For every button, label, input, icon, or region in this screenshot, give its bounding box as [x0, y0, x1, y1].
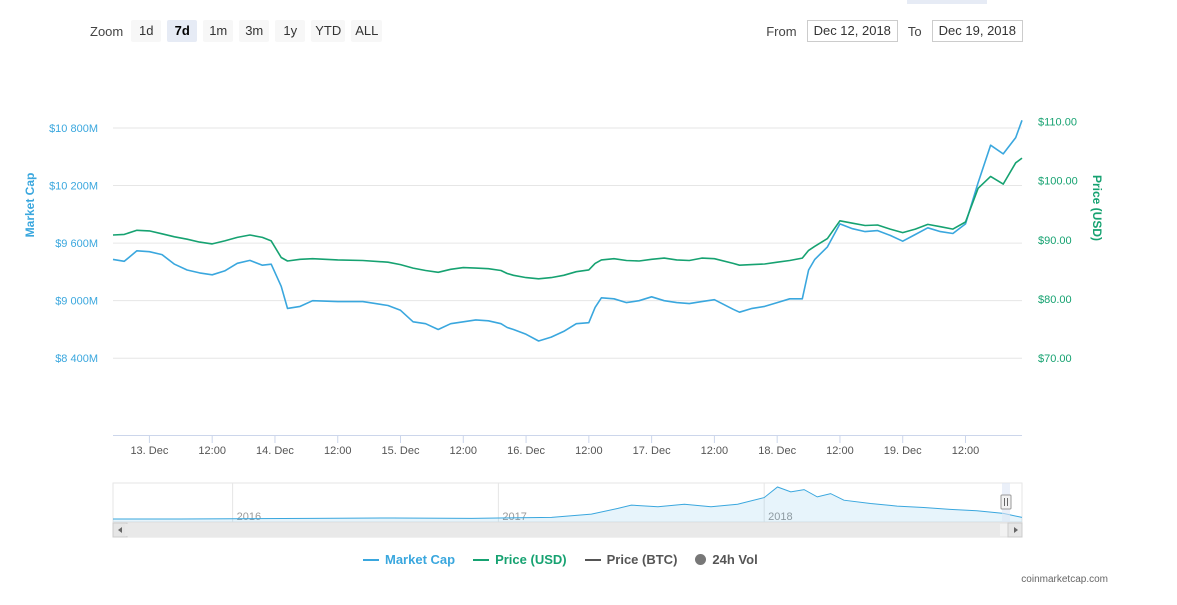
y-left-tick-label: $10 800M [49, 123, 98, 135]
x-tick-label: 19. Dec [884, 445, 922, 457]
chart-legend: Market Cap Price (USD) Price (BTC) 24h V… [363, 552, 758, 567]
legend-label-price-btc: Price (BTC) [606, 552, 678, 567]
date-range: From Dec 12, 2018 To Dec 19, 2018 [766, 20, 1023, 42]
top-tab-stub [907, 0, 987, 4]
y-right-axis-title: Price (USD) [1090, 175, 1104, 241]
x-tick-label: 12:00 [701, 445, 729, 457]
legend-swatch-price-btc [584, 558, 601, 561]
to-date-input[interactable]: Dec 19, 2018 [931, 20, 1023, 42]
legend-swatch-price-usd [473, 558, 490, 561]
y-right-tick-label: $100.00 [1038, 176, 1078, 188]
legend-label-market-cap: Market Cap [385, 552, 456, 567]
navigator-series-line [113, 486, 1023, 520]
series-line-price-usd [112, 157, 1023, 280]
x-tick-label: 12:00 [952, 445, 980, 457]
navigator-year-label: 2016 [237, 511, 261, 523]
y-left-axis-title: Market Cap [23, 173, 37, 238]
zoom-label: Zoom [90, 23, 124, 39]
legend-item-price-usd[interactable]: Price (USD) [473, 552, 567, 567]
price-chart: $8 400M $9 000M $9 600M $10 200M $10 800M $70… [23, 116, 1104, 538]
navigator-frame [112, 482, 1023, 523]
series-line-market-cap [112, 120, 1023, 342]
x-tick-label: 12:00 [575, 445, 603, 457]
y-left-tick-label: $9 000M [55, 296, 98, 308]
x-tick-label: 12:00 [450, 445, 478, 457]
from-date-input[interactable]: Dec 12, 2018 [806, 20, 898, 42]
navigator-year-label: 2018 [768, 511, 792, 523]
zoom-button-7d[interactable]: 7d [167, 20, 198, 42]
zoom-button-1d[interactable]: 1d [131, 20, 162, 42]
y-right-tick-label: $90.00 [1038, 235, 1072, 247]
legend-item-24h-vol[interactable]: 24h Vol [695, 552, 758, 567]
scrollbar-thumb[interactable] [125, 524, 1000, 536]
navigator-handle[interactable] [1000, 494, 1012, 510]
x-tick-label: 12:00 [324, 445, 352, 457]
x-tick-label: 14. Dec [256, 445, 294, 457]
legend-item-price-btc[interactable]: Price (BTC) [584, 552, 678, 567]
legend-item-market-cap[interactable]: Market Cap [363, 552, 455, 567]
y-right-tick-label: $80.00 [1038, 294, 1072, 306]
chevron-right-icon [1014, 527, 1018, 533]
from-label: From [766, 23, 797, 39]
y-right-tick-label: $110.00 [1038, 116, 1077, 128]
navigator-area [113, 487, 1022, 522]
y-left-tick-label: $8 400M [55, 353, 98, 365]
zoom-button-all[interactable]: ALL [351, 20, 383, 42]
zoom-button-ytd[interactable]: YTD [311, 20, 346, 42]
x-tick-label: 18. Dec [758, 445, 796, 457]
y-left-tick-label: $10 200M [49, 181, 98, 193]
to-label: To [907, 23, 922, 39]
x-tick-label: 12:00 [198, 445, 226, 457]
legend-dot-24h-vol [695, 554, 707, 565]
x-tick-label: 15. Dec [382, 445, 420, 457]
y-right-tick-label: $70.00 [1038, 353, 1072, 365]
legend-label-price-usd: Price (USD) [495, 552, 567, 567]
y-left-tick-label: $9 600M [55, 238, 98, 250]
x-tick-label: 17. Dec [633, 445, 671, 457]
zoom-button-1y[interactable]: 1y [275, 20, 306, 42]
legend-label-24h-vol: 24h Vol [712, 552, 758, 567]
x-tick-label: 13. Dec [130, 445, 168, 457]
zoom-bar: Zoom 1d 7d 1m 3m 1y YTD ALL [90, 20, 383, 42]
credits-link[interactable]: coinmarketcap.com [1021, 574, 1108, 585]
zoom-button-3m[interactable]: 3m [239, 20, 270, 42]
zoom-button-1m[interactable]: 1m [203, 20, 234, 42]
chevron-left-icon [118, 527, 122, 533]
navigator-year-label: 2017 [502, 511, 526, 523]
x-tick-label: 12:00 [826, 445, 854, 457]
x-tick-label: 16. Dec [507, 445, 545, 457]
legend-swatch-market-cap [363, 558, 379, 561]
